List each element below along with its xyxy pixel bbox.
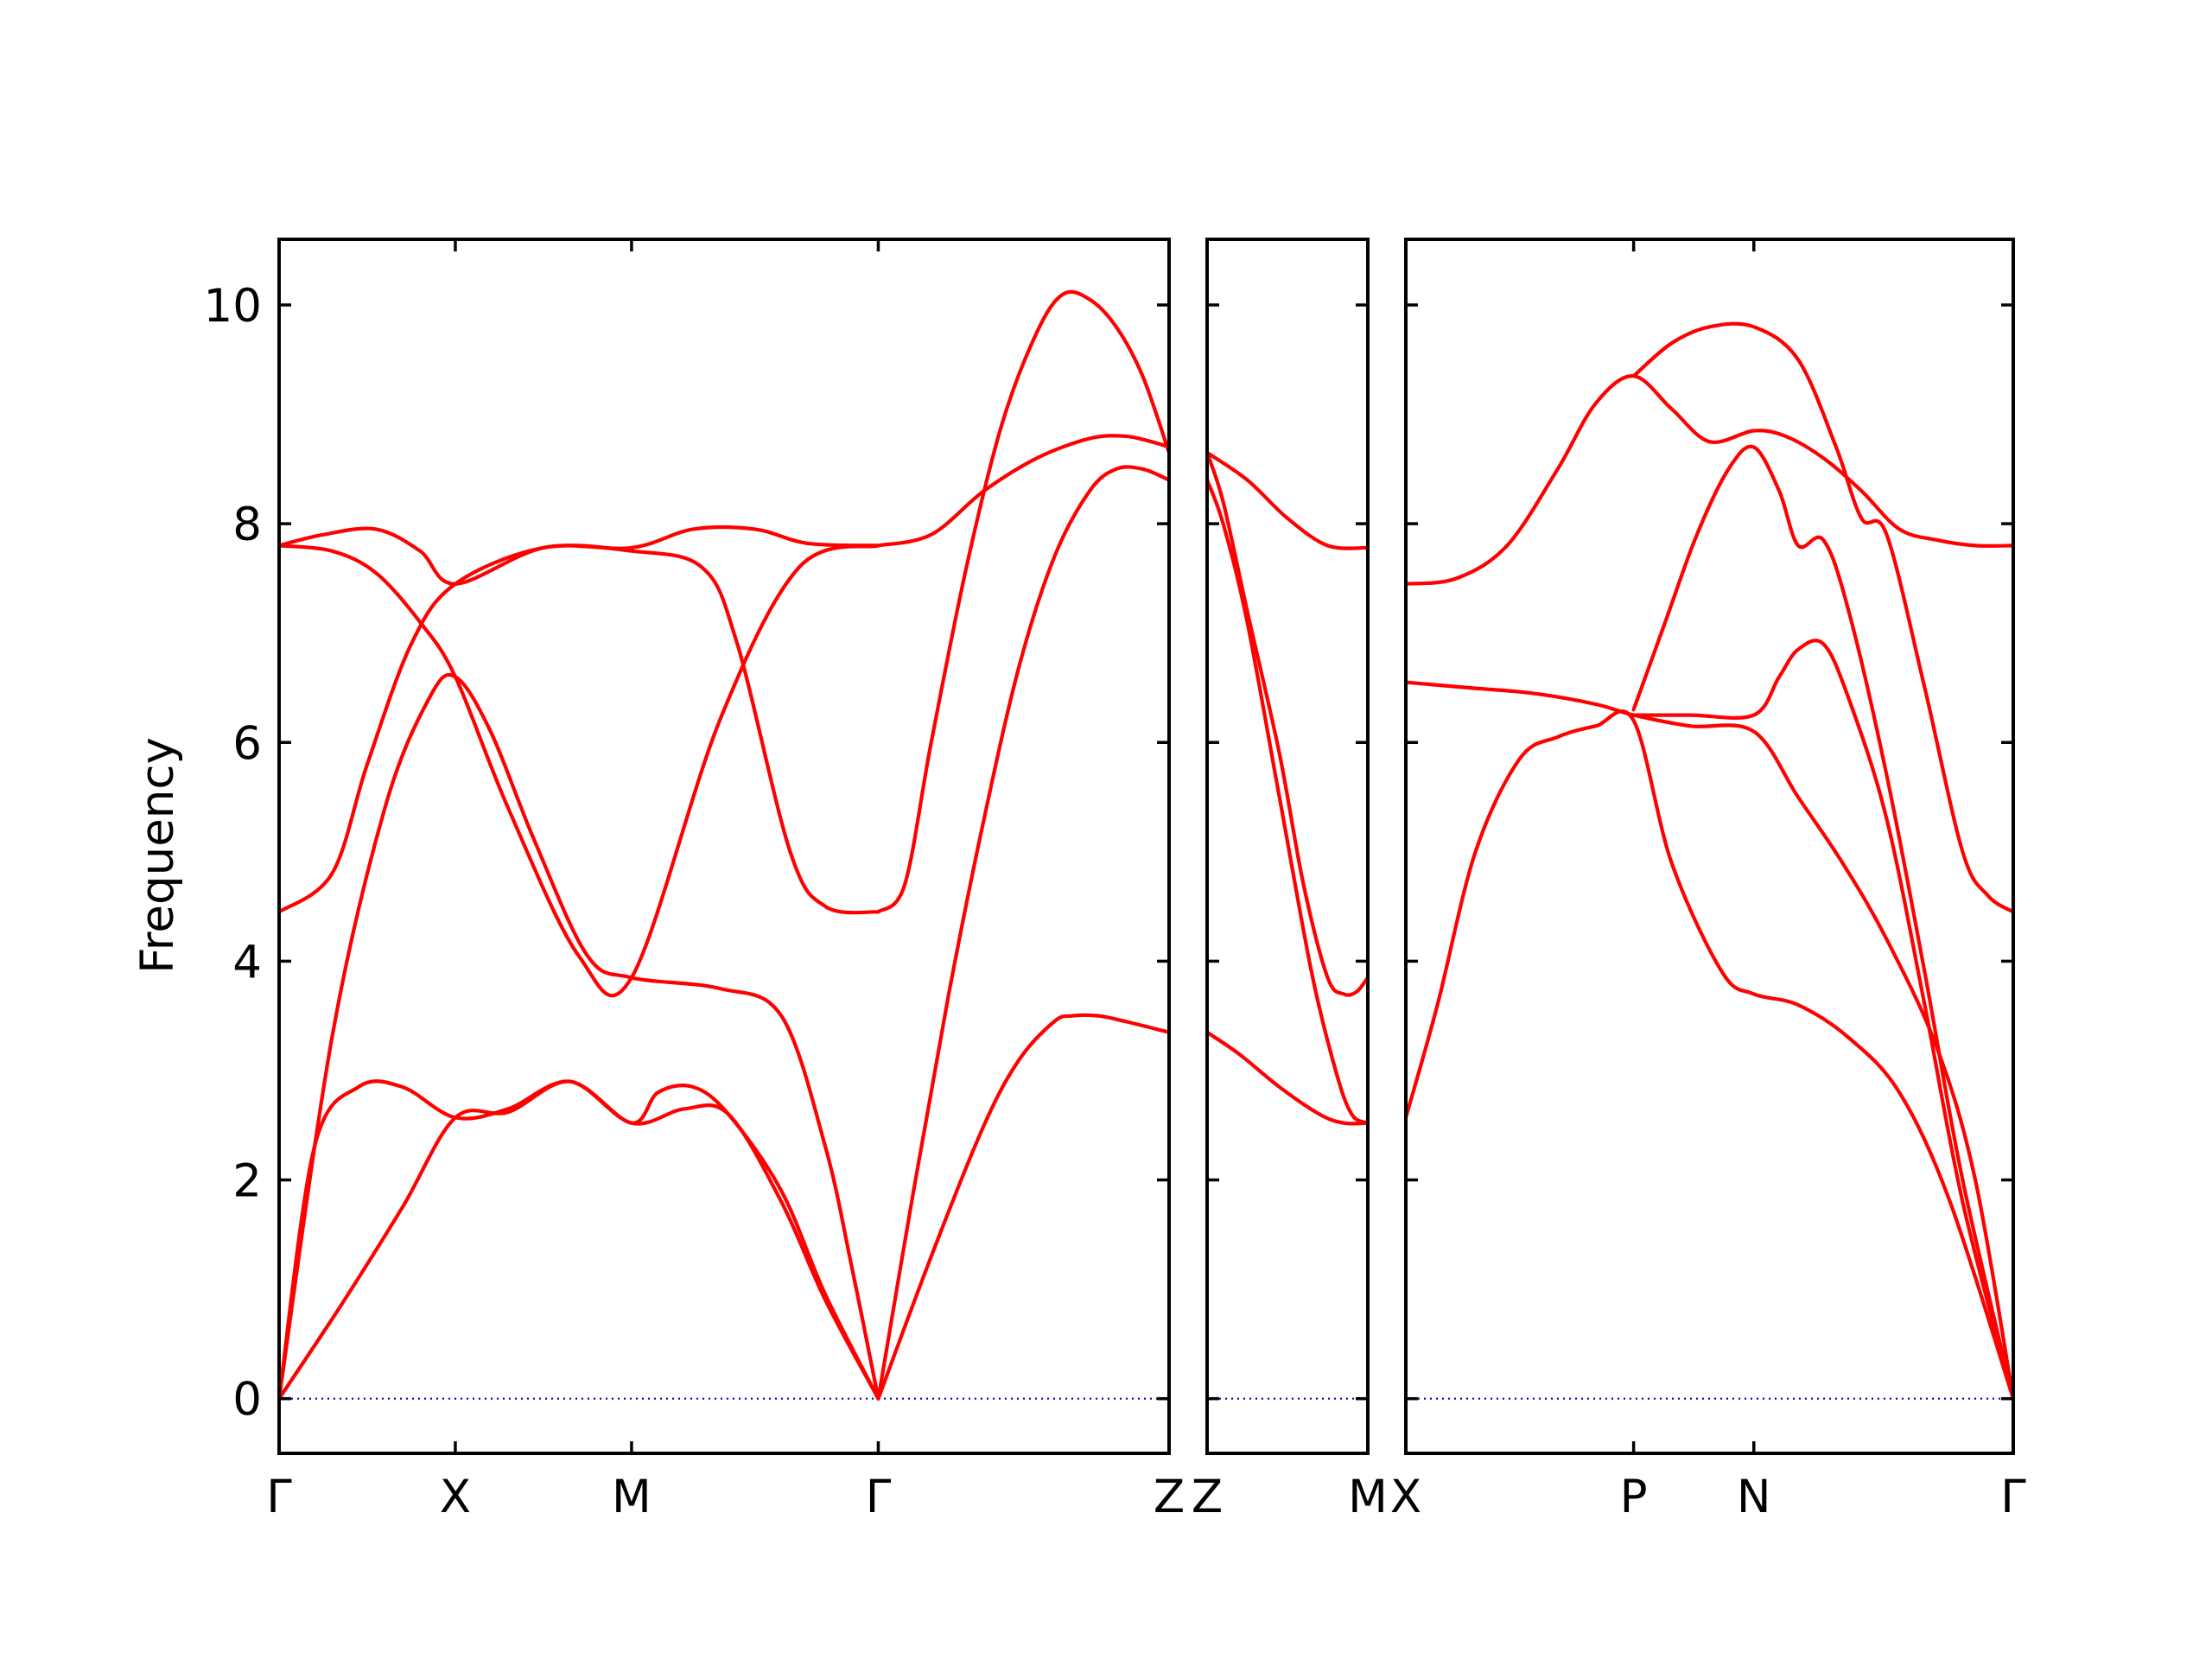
- x-tick-label-panel-3-1: X: [1390, 1471, 1421, 1523]
- band-line-panel-3-4: [1631, 639, 2013, 1401]
- y-tick-label-6: 10: [204, 280, 262, 333]
- band-line-panel-1-7: [876, 1013, 1169, 1401]
- band-line-panel-2-2: [1207, 478, 1368, 1125]
- band-line-panel-1-9: [876, 289, 1169, 914]
- x-tick-label-panel-2-2: M: [1348, 1471, 1388, 1523]
- x-tick-label-panel-3-2: P: [1620, 1471, 1648, 1523]
- band-line-panel-1-10: [876, 434, 1169, 548]
- y-tick-label-3: 4: [232, 936, 262, 988]
- x-tick-label-panel-1-1: Γ: [266, 1471, 292, 1523]
- band-line-panel-2-1: [1207, 1030, 1368, 1126]
- panel-frames: [277, 238, 2015, 1455]
- y-axis-label: Frequency: [131, 737, 184, 974]
- y-tick-label-4: 6: [232, 717, 262, 770]
- band-line-panel-2-4: [1207, 450, 1368, 550]
- band-line-panel-1-1: [279, 1079, 880, 1401]
- x-tick-label-panel-1-3: M: [612, 1471, 652, 1523]
- band-line-panel-3-2: [1406, 680, 2013, 1401]
- x-tick-label-panel-3-4: Γ: [2000, 1471, 2026, 1523]
- x-tick-label-panel-1-4: Γ: [866, 1471, 892, 1523]
- band-line-panel-1-8: [876, 465, 1169, 1401]
- band-lines: [279, 289, 2013, 1401]
- panel-frame-2: [1205, 238, 1370, 1455]
- band-line-panel-3-3: [1631, 444, 2013, 1401]
- band-line-panel-1-3: [279, 672, 880, 1401]
- x-tick-label-panel-1-2: X: [440, 1471, 471, 1523]
- x-tick-label-panel-2-1: Z: [1192, 1471, 1223, 1523]
- x-tick-label-panel-3-3: N: [1737, 1471, 1771, 1523]
- band-line-panel-2-3: [1207, 450, 1368, 997]
- y-tick-label-2: 2: [232, 1155, 262, 1208]
- band-line-panel-1-5: [279, 543, 880, 915]
- panel-frame-3: [1404, 238, 2015, 1455]
- band-line-panel-1-4: [279, 543, 880, 998]
- y-tick-label-1: 0: [232, 1374, 262, 1427]
- band-line-panel-3-1: [1406, 709, 2013, 1401]
- panel-frame-1: [277, 238, 1171, 1455]
- band-line-panel-1-2: [279, 1079, 880, 1401]
- band-line-panel-3-5: [1406, 374, 2013, 586]
- y-tick-label-5: 8: [232, 499, 262, 551]
- band-line-panel-3-6: [1631, 321, 2013, 914]
- x-tick-label-panel-1-5: Z: [1154, 1471, 1185, 1523]
- band-line-panel-1-6: [279, 524, 880, 586]
